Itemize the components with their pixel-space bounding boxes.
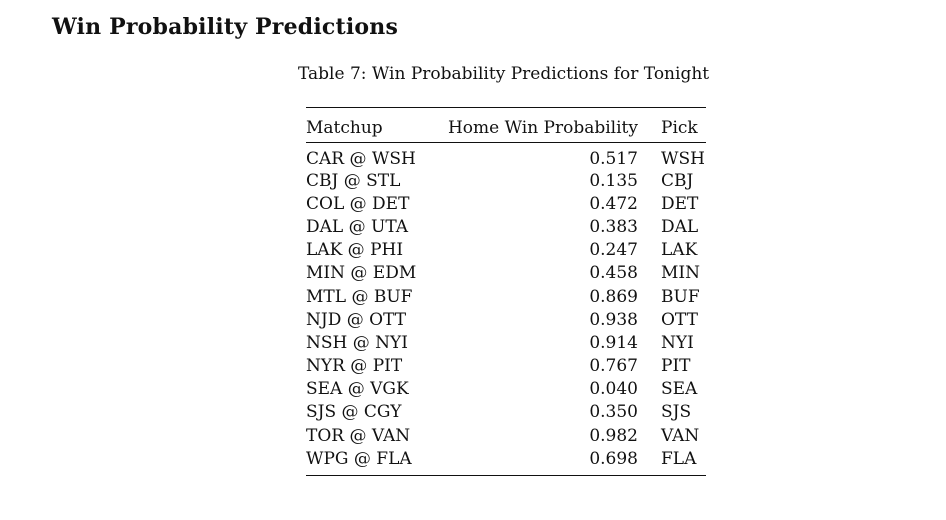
- probability-cell: 0.869: [589, 286, 638, 307]
- matchup-cell: MIN @ EDM: [306, 263, 417, 284]
- pick-cell: SJS: [661, 402, 692, 423]
- table-row: CAR @ WSH 0.517 WSH: [306, 143, 706, 169]
- table-row: SJS @ CGY 0.350 SJS: [306, 401, 706, 424]
- table-row: MTL @ BUF 0.869 BUF: [306, 285, 706, 308]
- matchup-cell: NJD @ OTT: [306, 309, 407, 330]
- table-row: COL @ DET 0.472 DET: [306, 192, 706, 215]
- matchup-cell: WPG @ FLA: [306, 448, 412, 469]
- matchup-cell: NYR @ PIT: [306, 356, 403, 377]
- pick-cell: DAL: [661, 216, 699, 237]
- probability-cell: 0.383: [589, 216, 638, 237]
- header-row: Matchup Home Win Probability Pick: [306, 108, 706, 138]
- pick-cell: WSH: [661, 149, 705, 169]
- probability-cell: 0.914: [589, 332, 638, 353]
- matchup-cell: SJS @ CGY: [306, 402, 402, 423]
- probability-cell: 0.247: [589, 240, 638, 261]
- table-header: Matchup Home Win Probability Pick: [306, 108, 706, 143]
- table-row: MIN @ EDM 0.458 MIN: [306, 262, 706, 285]
- table-row: NSH @ NYI 0.914 NYI: [306, 331, 706, 354]
- matchup-cell: LAK @ PHI: [306, 240, 404, 261]
- table-row: TOR @ VAN 0.982 VAN: [306, 424, 706, 447]
- pick-cell: BUF: [661, 286, 700, 307]
- probability-cell: 0.767: [589, 356, 638, 377]
- pick-cell: VAN: [661, 425, 700, 446]
- probability-cell: 0.135: [589, 170, 638, 191]
- probability-cell: 0.982: [589, 425, 638, 446]
- matchup-cell: TOR @ VAN: [306, 425, 411, 446]
- pick-cell: PIT: [661, 356, 691, 377]
- pick-cell: MIN: [661, 263, 700, 284]
- table-header-rule: [306, 142, 706, 143]
- pick-cell: FLA: [661, 448, 697, 469]
- column-header-matchup: Matchup: [306, 118, 383, 138]
- table-row: CBJ @ STL 0.135 CBJ: [306, 169, 706, 192]
- probability-cell: 0.472: [589, 193, 638, 214]
- pick-cell: SEA: [661, 379, 698, 400]
- section-heading: Win Probability Predictions: [52, 14, 399, 40]
- pick-cell: NYI: [661, 332, 694, 353]
- table-caption: Table 7: Win Probability Predictions for…: [298, 64, 710, 84]
- column-header-pick: Pick: [661, 118, 698, 138]
- matchup-cell: MTL @ BUF: [306, 286, 413, 307]
- table-row: LAK @ PHI 0.247 LAK: [306, 239, 706, 262]
- matchup-cell: CBJ @ STL: [306, 170, 401, 191]
- probability-cell: 0.458: [589, 263, 638, 284]
- table-bottom-rule: [306, 475, 706, 477]
- pick-cell: CBJ: [661, 170, 694, 191]
- table-row: DAL @ UTA 0.383 DAL: [306, 215, 706, 238]
- table-row: SEA @ VGK 0.040 SEA: [306, 378, 706, 401]
- probability-cell: 0.350: [589, 402, 638, 423]
- predictions-table: Matchup Home Win Probability Pick CAR @ …: [306, 107, 706, 477]
- table-top-rule: [306, 107, 706, 108]
- predictions-grid: Matchup Home Win Probability Pick CAR @ …: [306, 108, 706, 470]
- probability-cell: 0.938: [589, 309, 638, 330]
- probability-cell: 0.040: [589, 379, 638, 400]
- probability-cell: 0.698: [589, 448, 638, 469]
- column-header-probability: Home Win Probability: [447, 118, 638, 138]
- pick-cell: DET: [661, 193, 699, 214]
- table-row: NYR @ PIT 0.767 PIT: [306, 355, 706, 378]
- matchup-cell: DAL @ UTA: [306, 216, 409, 237]
- pick-cell: LAK: [661, 240, 698, 261]
- table-row: NJD @ OTT 0.938 OTT: [306, 308, 706, 331]
- probability-cell: 0.517: [589, 149, 638, 169]
- matchup-cell: CAR @ WSH: [306, 149, 416, 169]
- table-row: WPG @ FLA 0.698 FLA: [306, 447, 706, 470]
- matchup-cell: COL @ DET: [306, 193, 410, 214]
- table-body: CAR @ WSH 0.517 WSH CBJ @ STL 0.135 CBJ COL @ …: [306, 143, 706, 470]
- matchup-cell: SEA @ VGK: [306, 379, 409, 400]
- pick-cell: OTT: [661, 309, 698, 330]
- matchup-cell: NSH @ NYI: [306, 332, 408, 353]
